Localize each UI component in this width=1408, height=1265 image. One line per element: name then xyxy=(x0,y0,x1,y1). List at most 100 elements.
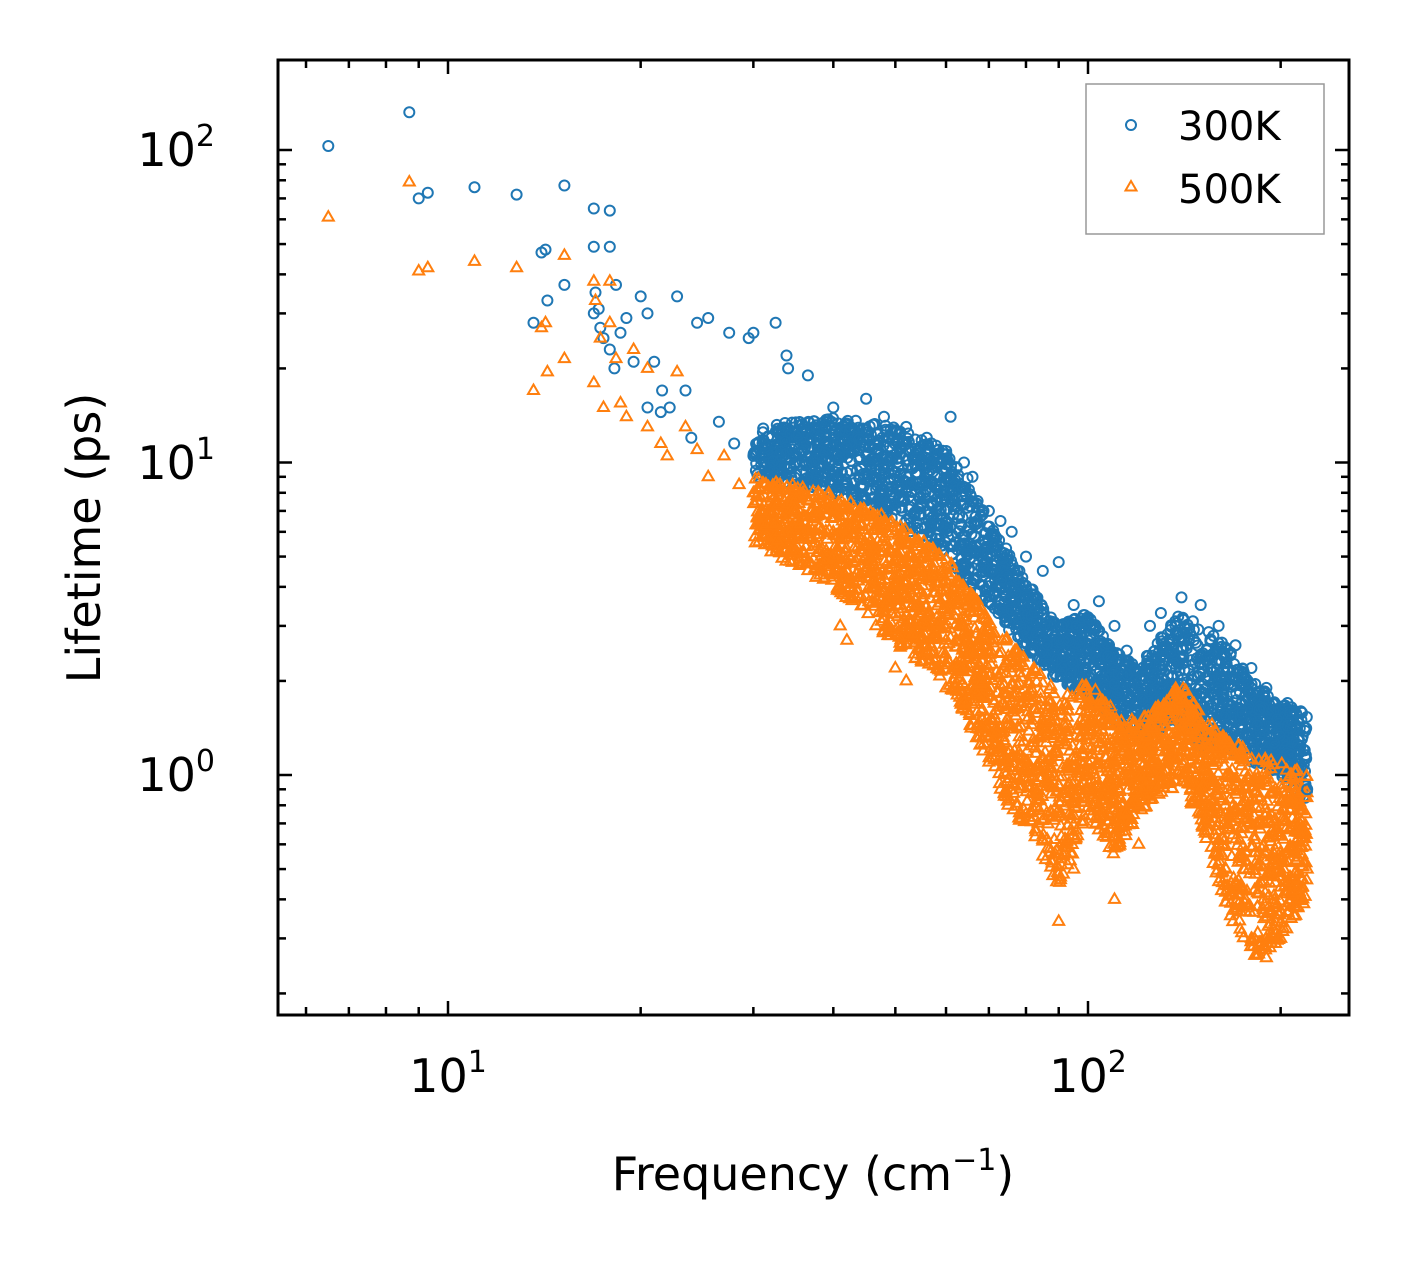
series-300k-cloud-point xyxy=(840,441,853,454)
series-500k-cloud-point xyxy=(1276,813,1291,826)
series-300k-cloud-point xyxy=(1281,719,1294,732)
series-300k-cloud-point xyxy=(1238,712,1251,725)
series-500k-cloud-point xyxy=(860,605,876,619)
series-500k-cloud-point xyxy=(1002,770,1017,784)
series-500k-cloud-point xyxy=(1054,828,1069,841)
series-300k-cloud-point xyxy=(1155,631,1168,644)
series-500k-cloud-point xyxy=(1274,755,1290,769)
series-300k-cloud-point xyxy=(764,461,776,474)
series-500k-cloud-point xyxy=(1028,700,1043,714)
series-500k-cloud-point xyxy=(1205,793,1221,807)
series-500k-cloud-point xyxy=(1228,800,1244,813)
series-300k-cloud-point xyxy=(839,425,852,438)
series-500k-cloud-point xyxy=(1273,864,1288,878)
series-300k-cloud-point xyxy=(927,509,940,522)
series-300k-cloud-point xyxy=(831,454,844,467)
series-500k-cloud-point xyxy=(1021,778,1036,791)
series-500k-cloud-point xyxy=(1088,682,1103,695)
series-300k-cloud-point xyxy=(757,422,770,435)
series-300k-cloud-point xyxy=(1251,719,1264,732)
series-300k-cloud-point xyxy=(933,457,946,470)
series-500k-cloud-point xyxy=(1208,753,1224,767)
series-300k-cloud-point xyxy=(1128,703,1141,716)
series-500k-cloud-point xyxy=(819,531,835,544)
series-500k-cloud-point xyxy=(1043,694,1059,707)
series-300k-cloud-point xyxy=(1200,671,1213,684)
series-300k-cloud-point xyxy=(1019,579,1032,592)
series-300k-cloud-point xyxy=(961,501,974,514)
series-300k-cloud-point xyxy=(820,413,833,426)
series-500k-cloud-point xyxy=(1224,848,1240,861)
series-300k-cloud-point xyxy=(827,429,840,441)
series-500k-cloud-point xyxy=(1211,765,1226,778)
series-300k-cloud-point xyxy=(977,546,990,559)
series-300k-cloud-point xyxy=(1126,679,1138,692)
series-300k-cloud-point xyxy=(998,611,1011,624)
series-300k-cloud-point xyxy=(982,564,994,577)
series-500k-cloud-point xyxy=(1166,687,1181,700)
series-500k-cloud-point xyxy=(933,663,949,676)
series-300k-cloud-point xyxy=(942,471,955,484)
series-500k-cloud-point xyxy=(1043,786,1059,799)
series-300k-cloud-point xyxy=(1136,693,1149,706)
series-300k-cloud-point xyxy=(1172,610,1185,623)
series-500k-cloud-point xyxy=(979,657,995,670)
series-300k-cloud-point xyxy=(965,490,977,503)
series-500k-cloud-point xyxy=(1257,896,1272,909)
series-300k-cloud-point xyxy=(1112,667,1125,680)
series-300k-cloud-point xyxy=(1110,691,1123,704)
series-300k-cloud-point xyxy=(1176,643,1189,656)
series-300k-cloud-point xyxy=(1171,670,1184,683)
series-500k-cloud-point xyxy=(1031,801,1047,815)
series-500k-cloud-point xyxy=(902,545,918,558)
series-300k-cloud-point xyxy=(1101,638,1114,650)
series-300k-cloud-point xyxy=(1235,669,1248,682)
series-500k-cloud-point xyxy=(1124,766,1139,779)
series-300k-cloud-point xyxy=(1112,654,1124,667)
series-500k-cloud-point xyxy=(945,578,961,592)
series-300k-cloud-point xyxy=(953,509,966,522)
series-300k-cloud-point xyxy=(783,460,796,473)
series-500k-cloud-point xyxy=(1235,739,1250,753)
series-500k-cloud-point xyxy=(1112,837,1128,850)
series-300k-cloud-point xyxy=(874,484,887,497)
series-500k-cloud-point xyxy=(832,578,848,591)
series-300k-cloud-point xyxy=(821,461,834,474)
series-300k-cloud-point xyxy=(1172,627,1185,640)
series-300k-cloud-point xyxy=(1055,620,1068,633)
series-500k-cloud-point xyxy=(1247,831,1262,845)
series-300k-cloud-point xyxy=(792,429,805,442)
series-300k-cloud-point xyxy=(1255,736,1268,749)
series-300k-cloud-point xyxy=(773,426,785,439)
series-500k-cloud-point xyxy=(877,553,892,566)
series-500k-cloud-point xyxy=(1258,852,1273,866)
series-300k-cloud-point xyxy=(1267,728,1280,741)
series-300k-cloud-point xyxy=(988,529,1001,542)
series-500k-cloud-point xyxy=(991,765,1007,779)
series-500k-cloud-point xyxy=(1035,833,1051,846)
series-500k-cloud-point xyxy=(1126,733,1141,747)
series-300k-cloud-point xyxy=(901,476,914,489)
series-300k-cloud-point xyxy=(1185,673,1198,686)
series-500k-cloud-point xyxy=(924,639,940,652)
series-500k-cloud-point xyxy=(1033,685,1048,698)
series-300k-cloud-point xyxy=(787,448,799,461)
series-500k-cloud-point xyxy=(1019,793,1035,806)
series-300k-cloud-point xyxy=(1068,626,1080,639)
series-500k-cloud-point xyxy=(1162,724,1177,738)
series-500k-cloud-point xyxy=(1251,886,1266,899)
series-300k-cloud-point xyxy=(1176,611,1189,624)
series-500k-cloud-point xyxy=(871,571,887,585)
series-300k-cloud-point xyxy=(1153,658,1166,671)
series-300k-cloud-point xyxy=(902,427,915,440)
series-300k-cloud-point xyxy=(981,520,994,533)
series-300k-cloud-point xyxy=(1101,650,1114,663)
series-500k-cloud-point xyxy=(1279,920,1294,934)
series-300k-cloud-point xyxy=(857,480,870,493)
series-500k-cloud-point xyxy=(1024,712,1040,725)
series-500k-cloud-point xyxy=(1193,752,1209,765)
series-500k-cloud-point xyxy=(1254,875,1269,888)
series-500k-cloud-point xyxy=(930,588,946,602)
series-300k-cloud-point xyxy=(1108,678,1121,691)
series-300k-cloud-point xyxy=(977,554,990,567)
